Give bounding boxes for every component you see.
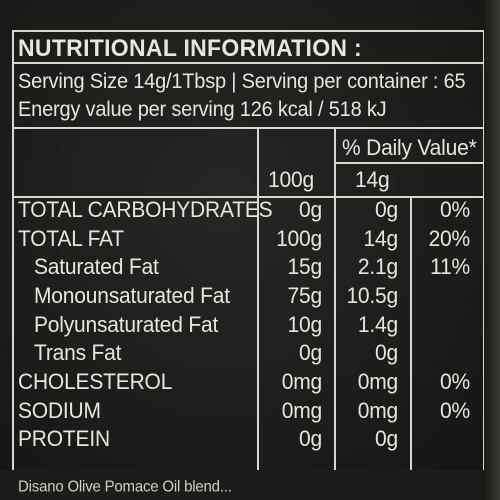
title-divider (12, 62, 484, 64)
serving-line: Serving Size 14g/1Tbsp | Serving per con… (18, 70, 466, 94)
row-value-100g: 100g (276, 227, 322, 252)
row-value-14g: 0g (375, 198, 398, 223)
row-label: PROTEIN (18, 427, 110, 452)
energy-line: Energy value per serving 126 kcal / 518 … (18, 98, 387, 122)
row-value-14g: 0g (375, 341, 398, 366)
row-label: Trans Fat (34, 341, 122, 366)
row-value-100g: 15g (287, 255, 323, 280)
row-label: SODIUM (18, 399, 101, 424)
row-label: Saturated Fat (34, 255, 159, 280)
row-label: TOTAL CARBOHYDRATES (18, 198, 273, 223)
row-daily-value: 0% (440, 370, 470, 395)
column-header-14g: 14g (355, 168, 390, 193)
row-value-14g: 0mg (357, 370, 398, 395)
row-value-14g: 2.1g (357, 255, 398, 280)
col-sep-1 (257, 127, 259, 470)
row-value-14g: 0mg (357, 399, 398, 424)
row-value-100g: 75g (287, 284, 323, 309)
header-divider (12, 196, 484, 198)
row-value-14g: 0g (375, 427, 398, 452)
row-daily-value: 0% (440, 399, 470, 424)
row-label: TOTAL FAT (18, 227, 124, 252)
footer-partial-text: Disano Olive Pomace Oil blend... (18, 478, 232, 496)
row-value-100g: 0g (299, 427, 322, 452)
row-value-100g: 0mg (281, 370, 322, 395)
row-daily-value: 0% (440, 198, 470, 223)
row-daily-value: 20% (428, 227, 471, 252)
energy-divider (12, 127, 484, 129)
col-sep-2 (334, 127, 336, 470)
row-value-100g: 10g (287, 313, 323, 338)
row-value-14g: 14g (363, 227, 399, 252)
row-value-14g: 1.4g (357, 313, 398, 338)
border-top (12, 30, 484, 32)
row-value-100g: 0g (299, 341, 322, 366)
row-value-100g: 0mg (281, 399, 322, 424)
daily-value-header: % Daily Value* (342, 136, 477, 161)
row-label: Polyunsaturated Fat (34, 313, 219, 338)
border-left (12, 30, 14, 470)
row-value-100g: 0g (299, 198, 322, 223)
row-label: CHOLESTEROL (18, 370, 173, 395)
daily-value-divider (335, 162, 484, 164)
row-label: Monounsaturated Fat (34, 284, 230, 309)
column-header-100g: 100g (268, 168, 314, 193)
jar-edge (484, 0, 500, 500)
row-daily-value: 11% (430, 255, 470, 280)
bottom-strip (0, 470, 500, 500)
col-sep-3 (410, 198, 412, 470)
panel-title: NUTRITIONAL INFORMATION : (18, 34, 362, 62)
row-value-14g: 10.5g (346, 284, 398, 309)
